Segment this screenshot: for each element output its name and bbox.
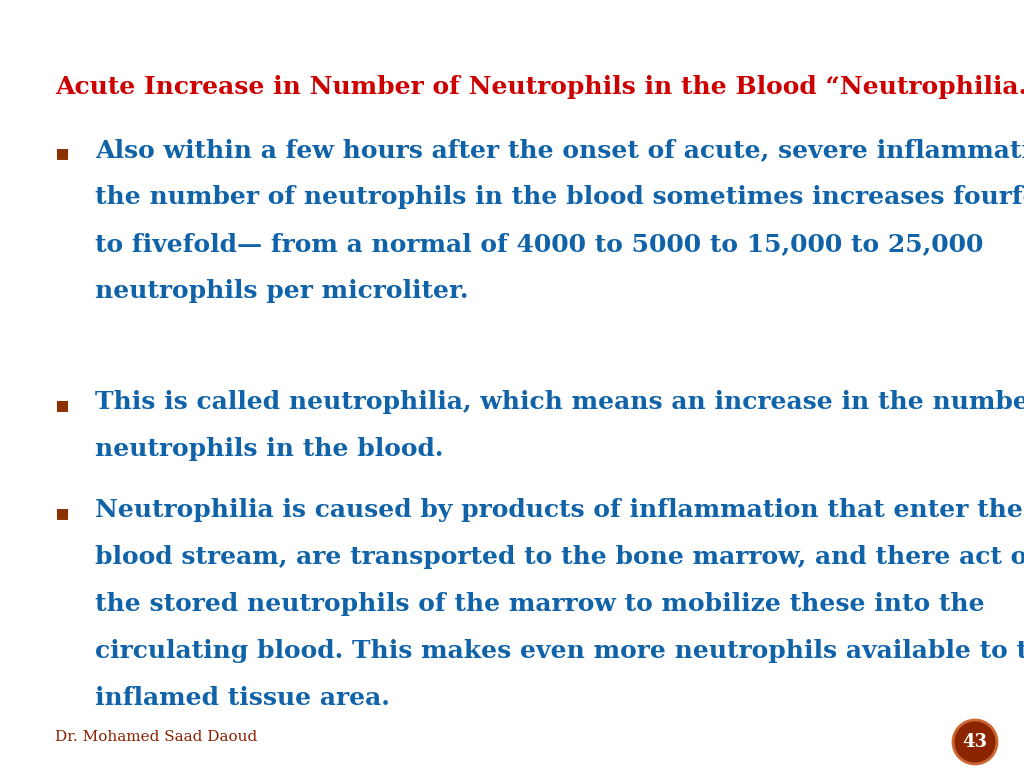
Text: ▪: ▪	[55, 394, 70, 416]
Text: 43: 43	[963, 733, 987, 751]
Text: Acute Increase in Number of Neutrophils in the Blood “Neutrophilia.”: Acute Increase in Number of Neutrophils …	[55, 75, 1024, 99]
Text: Neutrophilia is caused by products of inflammation that enter the: Neutrophilia is caused by products of in…	[95, 498, 1023, 522]
Text: Also within a few hours after the onset of acute, severe inflammation,: Also within a few hours after the onset …	[95, 138, 1024, 162]
Text: the stored neutrophils of the marrow to mobilize these into the: the stored neutrophils of the marrow to …	[95, 592, 985, 616]
Text: the number of neutrophils in the blood sometimes increases fourfold: the number of neutrophils in the blood s…	[95, 185, 1024, 209]
Text: circulating blood. This makes even more neutrophils available to the: circulating blood. This makes even more …	[95, 639, 1024, 663]
Text: blood stream, are transported to the bone marrow, and there act on: blood stream, are transported to the bon…	[95, 545, 1024, 569]
Text: inflamed tissue area.: inflamed tissue area.	[95, 686, 390, 710]
Text: neutrophils in the blood.: neutrophils in the blood.	[95, 437, 443, 461]
Text: ▪: ▪	[55, 502, 70, 524]
Text: This is called neutrophilia, which means an increase in the number of: This is called neutrophilia, which means…	[95, 390, 1024, 414]
Text: Dr. Mohamed Saad Daoud: Dr. Mohamed Saad Daoud	[55, 730, 257, 744]
Text: ▪: ▪	[55, 142, 70, 164]
Circle shape	[953, 720, 997, 764]
Text: to fivefold— from a normal of 4000 to 5000 to 15,000 to 25,000: to fivefold— from a normal of 4000 to 50…	[95, 232, 983, 256]
Text: neutrophils per microliter.: neutrophils per microliter.	[95, 279, 469, 303]
